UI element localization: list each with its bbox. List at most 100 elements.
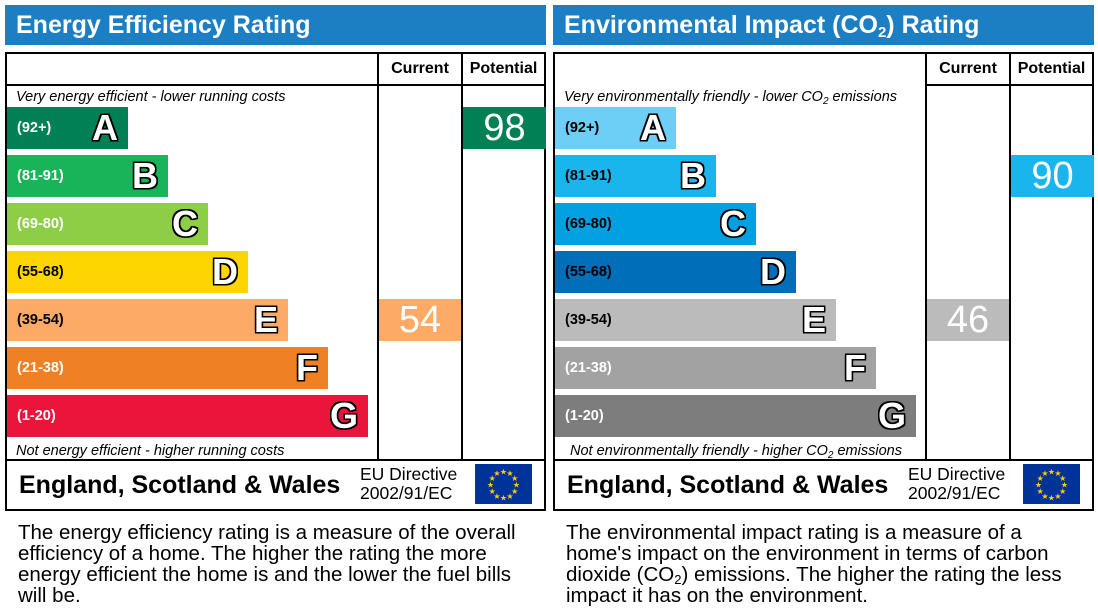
band-letter: B — [132, 155, 158, 196]
svg-text:★: ★ — [513, 481, 520, 490]
svg-text:★: ★ — [1048, 468, 1055, 477]
band-e: (39-54) E — [7, 299, 288, 341]
svg-text:★: ★ — [500, 494, 507, 503]
band-range-label: (1-20) — [565, 408, 604, 424]
band-range-label: (21-38) — [565, 360, 612, 376]
potential-column-divider — [461, 54, 463, 459]
potential-column-header: Potential — [1017, 60, 1086, 77]
svg-text:★: ★ — [506, 492, 513, 501]
eu-directive: EU Directive 2002/91/EC — [360, 465, 457, 503]
potential-column-divider — [1009, 54, 1011, 459]
top-note: Very environmentally friendly - lower CO… — [564, 89, 898, 107]
environmental-impact-panel: Environmental Impact (CO2) Rating Curren… — [553, 5, 1094, 511]
band-a: (92+) A — [555, 107, 676, 149]
potential-rating: 98 — [463, 107, 546, 149]
potential-column-header: Potential — [469, 60, 538, 77]
svg-text:★: ★ — [1059, 474, 1066, 483]
band-range-label: (69-80) — [17, 216, 64, 232]
band-c: (69-80) C — [7, 203, 208, 245]
band-range-label: (55-68) — [565, 264, 612, 280]
band-range-label: (39-54) — [565, 312, 612, 328]
energy-efficiency-chart: Current Potential Very energy efficient … — [5, 52, 546, 511]
energy-efficiency-description: The energy efficiency rating is a measur… — [18, 521, 516, 607]
band-range-label: (69-80) — [565, 216, 612, 232]
svg-text:★: ★ — [1059, 487, 1066, 496]
top-note: Very energy efficient - lower running co… — [16, 89, 286, 105]
band-g: (1-20) G — [7, 395, 368, 437]
band-letter: D — [212, 251, 238, 292]
band-letter: C — [172, 203, 198, 244]
current-column-header: Current — [391, 60, 449, 77]
band-letter: C — [720, 203, 746, 244]
directive-line-1: EU Directive — [360, 464, 458, 484]
region-label: England, Scotland & Wales — [567, 471, 889, 499]
band-c: (69-80) C — [555, 203, 756, 245]
svg-text:★: ★ — [1037, 487, 1044, 496]
environmental-impact-chart: Current Potential Very environmentally f… — [553, 52, 1094, 511]
band-d: (55-68) D — [555, 251, 796, 293]
bottom-note: Not environmentally friendly - higher CO… — [570, 443, 902, 461]
eu-flag-icon: ★ ★ ★ ★ ★ ★ ★ ★ ★ ★ ★ ★ — [475, 464, 532, 504]
svg-text:★: ★ — [506, 469, 513, 478]
band-letter: F — [296, 347, 318, 388]
footer: England, Scotland & Wales EU Directive 2… — [555, 461, 1092, 509]
band-range-label: (1-20) — [17, 408, 56, 424]
svg-text:★: ★ — [1035, 481, 1042, 490]
band-letter: G — [329, 395, 358, 436]
band-letter: D — [760, 251, 786, 292]
svg-text:★: ★ — [1037, 474, 1044, 483]
environmental-impact-description: The environmental impact rating is a mea… — [566, 521, 1062, 607]
header-divider — [7, 84, 544, 86]
svg-text:★: ★ — [1061, 481, 1068, 490]
svg-text:★: ★ — [489, 474, 496, 483]
current-column-divider — [377, 54, 379, 459]
band-a: (92+) A — [7, 107, 128, 149]
band-letter: G — [877, 395, 906, 436]
directive-line-2: 2002/91/EC — [360, 483, 453, 503]
svg-text:★: ★ — [511, 474, 518, 483]
svg-text:★: ★ — [489, 487, 496, 496]
svg-text:★: ★ — [1041, 469, 1048, 478]
potential-rating: 90 — [1011, 155, 1094, 197]
band-range-label: (81-91) — [565, 168, 612, 184]
energy-efficiency-title: Energy Efficiency Rating — [5, 5, 546, 45]
band-e: (39-54) E — [555, 299, 836, 341]
eu-flag-icon: ★ ★ ★ ★ ★ ★ ★ ★ ★ ★ ★ ★ — [1023, 464, 1080, 504]
svg-text:★: ★ — [493, 492, 500, 501]
band-letter: F — [844, 347, 866, 388]
band-b: (81-91) B — [7, 155, 168, 197]
band-letter: E — [253, 299, 278, 340]
band-letter: B — [680, 155, 706, 196]
energy-efficiency-panel: Energy Efficiency Rating Current Potenti… — [5, 5, 546, 511]
region-label: England, Scotland & Wales — [19, 471, 341, 499]
svg-text:★: ★ — [1054, 469, 1061, 478]
current-rating: 54 — [379, 299, 461, 341]
eu-directive: EU Directive 2002/91/EC — [908, 465, 1005, 503]
band-g: (1-20) G — [555, 395, 916, 437]
svg-text:★: ★ — [1041, 492, 1048, 501]
current-column-header: Current — [939, 60, 997, 77]
band-range-label: (81-91) — [17, 168, 64, 184]
directive-line-2: 2002/91/EC — [908, 483, 1001, 503]
band-range-label: (55-68) — [17, 264, 64, 280]
band-f: (21-38) F — [555, 347, 876, 389]
band-letter: A — [92, 107, 118, 148]
band-range-label: (92+) — [17, 120, 52, 136]
svg-text:★: ★ — [1054, 492, 1061, 501]
band-b: (81-91) B — [555, 155, 716, 197]
svg-text:★: ★ — [511, 487, 518, 496]
band-letter: A — [640, 107, 666, 148]
svg-text:★: ★ — [487, 481, 494, 490]
svg-text:★: ★ — [1048, 494, 1055, 503]
band-f: (21-38) F — [7, 347, 328, 389]
directive-line-1: EU Directive — [908, 464, 1006, 484]
svg-text:★: ★ — [493, 469, 500, 478]
band-range-label: (39-54) — [17, 312, 64, 328]
band-letter: E — [801, 299, 826, 340]
footer-divider — [7, 459, 544, 461]
bottom-note: Not energy efficient - higher running co… — [16, 443, 285, 459]
current-column-divider — [925, 54, 927, 459]
environmental-impact-title: Environmental Impact (CO2) Rating — [553, 5, 1094, 45]
svg-text:★: ★ — [500, 468, 507, 477]
footer: England, Scotland & Wales EU Directive 2… — [7, 461, 544, 509]
